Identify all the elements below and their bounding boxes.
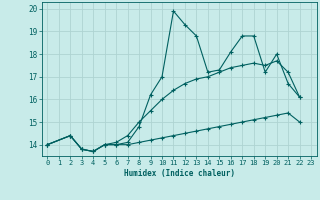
X-axis label: Humidex (Indice chaleur): Humidex (Indice chaleur): [124, 169, 235, 178]
